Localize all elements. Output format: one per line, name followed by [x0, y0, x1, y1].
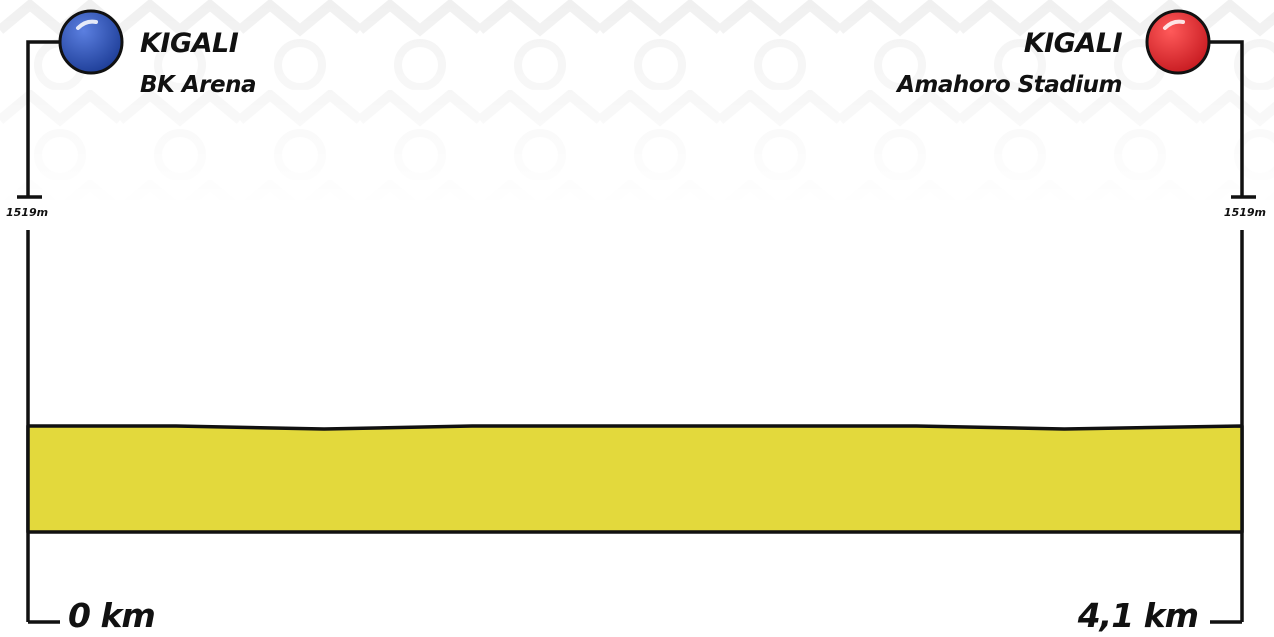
start-city: KIGALI [140, 28, 239, 59]
finish-venue: Amahoro Stadium [897, 72, 1122, 98]
elevation-profile-area [26, 424, 1244, 534]
finish-city: KIGALI [1023, 28, 1123, 59]
finish-elevation-label: 1519m [1223, 206, 1266, 219]
start-marker-icon [58, 9, 124, 75]
start-distance-label: 0 km [68, 596, 156, 635]
finish-marker-icon [1145, 9, 1211, 75]
start-elevation-label: 1519m [6, 206, 49, 219]
finish-distance-label: 4,1 km [1077, 596, 1199, 635]
start-venue: BK Arena [140, 72, 257, 98]
